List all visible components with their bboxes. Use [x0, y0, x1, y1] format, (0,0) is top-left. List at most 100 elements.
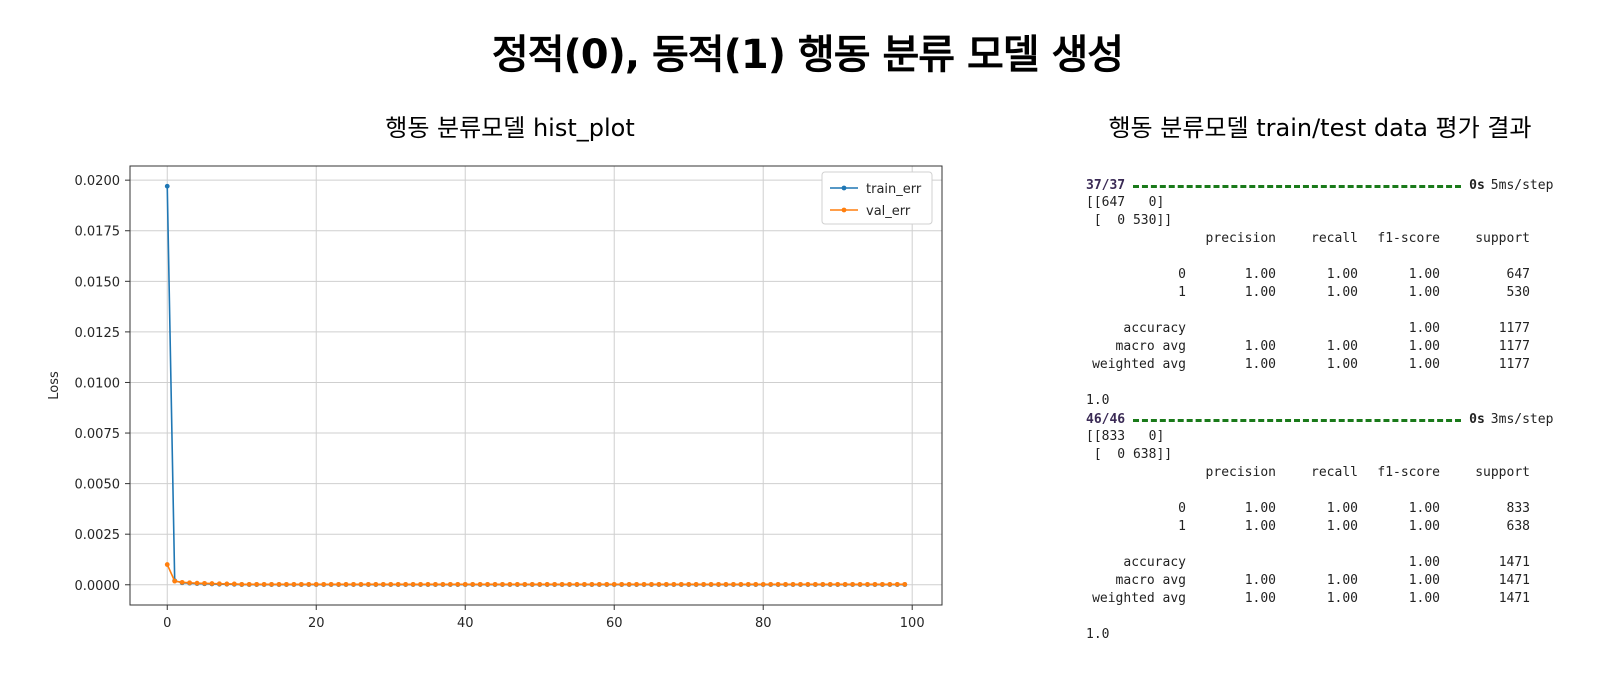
x-tick-label: 0: [163, 616, 171, 631]
report-cell: 1.00: [1358, 356, 1440, 374]
point-val_err: [597, 582, 602, 587]
spacer: [1086, 536, 1606, 554]
report-cell: 1.00: [1186, 284, 1276, 302]
y-tick-label: 0.0000: [75, 579, 121, 594]
point-val_err: [642, 582, 647, 587]
x-tick-label: 40: [457, 616, 474, 631]
point-val_err: [835, 582, 840, 587]
point-val_err: [388, 582, 393, 587]
point-val_err: [321, 582, 326, 587]
score-line: 1.0: [1086, 626, 1606, 644]
y-axis-label: Loss: [47, 371, 62, 400]
progress-line: 46/46 0s 3ms/step: [1086, 410, 1606, 428]
point-val_err: [865, 582, 870, 587]
point-val_err: [448, 582, 453, 587]
spacer: [1086, 302, 1606, 320]
report-row: accuracy 1.00 1471: [1086, 554, 1606, 572]
report-cell: accuracy: [1086, 320, 1186, 338]
point-val_err: [530, 582, 535, 587]
point-val_err: [508, 582, 513, 587]
point-val_err: [634, 582, 639, 587]
confusion-matrix-line: [[833 0]: [1086, 428, 1606, 446]
legend-label-train_err: train_err: [866, 182, 922, 197]
point-val_err: [694, 582, 699, 587]
point-val_err: [232, 582, 237, 587]
point-val_err: [239, 582, 244, 587]
report-cell: 1177: [1440, 356, 1530, 374]
point-val_err: [880, 582, 885, 587]
point-val_err: [336, 582, 341, 587]
point-val_err: [843, 582, 848, 587]
report-cell: precision: [1186, 230, 1276, 248]
point-val_err: [560, 582, 565, 587]
spacer: [1086, 482, 1606, 500]
report-row: accuracy 1.00 1177: [1086, 320, 1606, 338]
report-cell: 1.00: [1186, 572, 1276, 590]
point-val_err: [724, 582, 729, 587]
report-cell: support: [1440, 230, 1530, 248]
report-cell: 1: [1086, 284, 1186, 302]
point-val_err: [828, 582, 833, 587]
y-tick-label: 0.0150: [75, 275, 121, 290]
results-subtitle: 행동 분류모델 train/test data 평가 결과: [1080, 108, 1560, 143]
point-val_err: [738, 582, 743, 587]
point-val_err: [217, 581, 222, 586]
report-cell: 1.00: [1186, 338, 1276, 356]
report-row: 1 1.00 1.00 1.00 530: [1086, 284, 1606, 302]
report-cell: 1.00: [1276, 500, 1358, 518]
report-cell: support: [1440, 464, 1530, 482]
point-val_err: [180, 580, 185, 585]
point-val_err: [284, 582, 289, 587]
point-val_err: [813, 582, 818, 587]
report-cell: 647: [1440, 266, 1530, 284]
point-val_err: [657, 582, 662, 587]
report-cell: f1-score: [1358, 230, 1440, 248]
point-val_err: [202, 581, 207, 586]
report-cell: 833: [1440, 500, 1530, 518]
point-val_err: [351, 582, 356, 587]
point-val_err: [627, 582, 632, 587]
report-cell: 1.00: [1186, 518, 1276, 536]
report-cell: 1.00: [1276, 338, 1358, 356]
point-val_err: [366, 582, 371, 587]
legend-marker-train_err: [842, 186, 847, 191]
point-val_err: [247, 582, 252, 587]
point-val_err: [515, 582, 520, 587]
point-val_err: [463, 582, 468, 587]
point-val_err: [798, 582, 803, 587]
report-row: weighted avg 1.00 1.00 1.00 1471: [1086, 590, 1606, 608]
legend-marker-val_err: [842, 208, 847, 213]
point-val_err: [902, 582, 907, 587]
point-val_err: [806, 582, 811, 587]
report-cell: 1.00: [1358, 554, 1440, 572]
point-val_err: [493, 582, 498, 587]
report-cell: 1471: [1440, 554, 1530, 572]
point-val_err: [850, 582, 855, 587]
report-row: precision recall f1-score support: [1086, 230, 1606, 248]
report-cell: macro avg: [1086, 572, 1186, 590]
legend-label-val_err: val_err: [866, 204, 911, 219]
result-block: 37/37 0s 5ms/step [[647 0] [ 0 530]] precisi…: [1086, 176, 1606, 410]
point-val_err: [254, 582, 259, 587]
x-tick-label: 20: [308, 616, 325, 631]
point-val_err: [619, 582, 624, 587]
point-val_err: [686, 582, 691, 587]
report-cell: 1.00: [1358, 320, 1440, 338]
point-val_err: [426, 582, 431, 587]
point-val_err: [172, 579, 177, 584]
point-val_err: [895, 582, 900, 587]
report-cell: [1186, 554, 1276, 572]
spacer: [1086, 248, 1606, 266]
point-val_err: [552, 582, 557, 587]
report-cell: f1-score: [1358, 464, 1440, 482]
point-val_err: [165, 562, 170, 567]
spacer: [1086, 608, 1606, 626]
point-val_err: [478, 582, 483, 587]
point-val_err: [195, 581, 200, 586]
report-cell: 0: [1086, 266, 1186, 284]
report-cell: 1.00: [1186, 500, 1276, 518]
series-line-train_err: [167, 186, 905, 584]
point-val_err: [291, 582, 296, 587]
y-tick-label: 0.0075: [75, 427, 121, 442]
report-cell: 1.00: [1276, 572, 1358, 590]
